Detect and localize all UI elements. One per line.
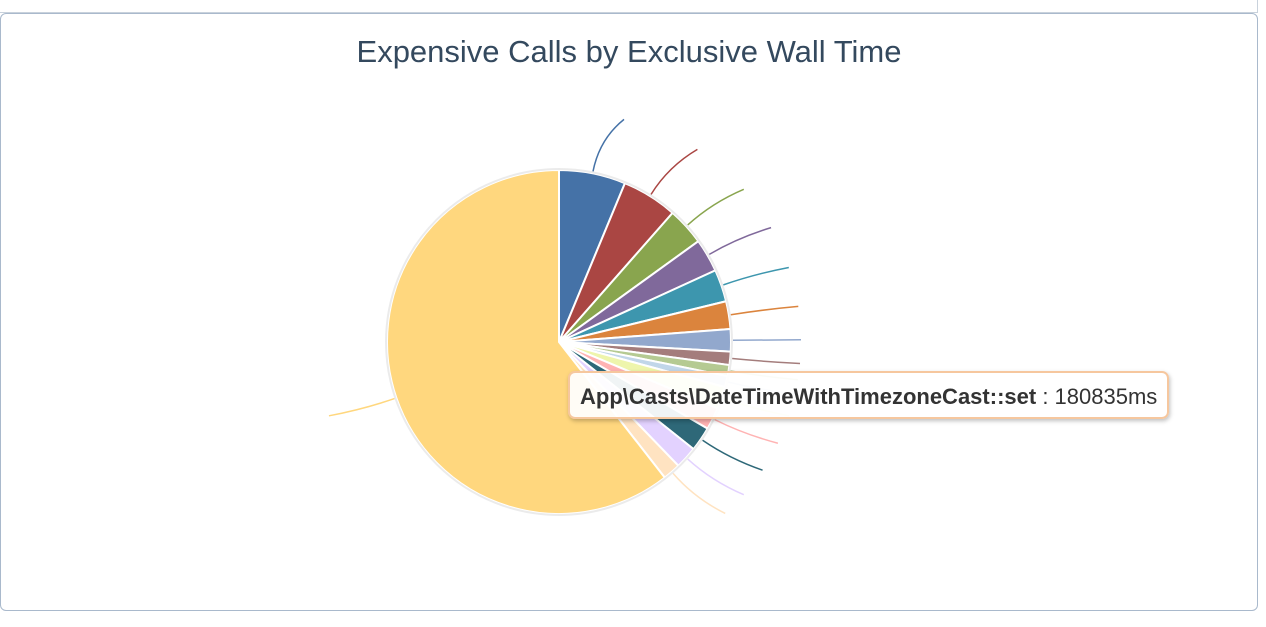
connector-line-15	[672, 472, 726, 515]
connector-line-13	[702, 439, 763, 471]
top-border	[0, 0, 1258, 13]
connector-line-6	[730, 305, 799, 316]
connector-line-4	[708, 226, 772, 255]
tooltip-value: 180835ms	[1054, 384, 1158, 409]
connector-line-1	[592, 118, 625, 172]
pie-slice-16[interactable]	[386, 169, 666, 515]
pie-slices	[385, 168, 733, 516]
tooltip-separator: :	[1036, 384, 1055, 409]
connector-line-3	[687, 188, 745, 226]
chart-title: Expensive Calls by Exclusive Wall Time	[356, 34, 902, 69]
connector-line-5	[723, 266, 789, 286]
connector-line-14	[687, 458, 745, 496]
connector-line-16	[328, 397, 395, 417]
slice-tooltip: App\Casts\DateTimeWithTimezoneCast::set …	[568, 371, 1170, 419]
connector-line-7	[732, 339, 801, 342]
connector-line-2	[650, 148, 698, 195]
connector-line-8	[732, 357, 801, 365]
pie-outline	[385, 168, 733, 516]
tooltip-label: App\Casts\DateTimeWithTimezoneCast::set	[580, 384, 1037, 409]
connector-line-12	[714, 418, 779, 444]
